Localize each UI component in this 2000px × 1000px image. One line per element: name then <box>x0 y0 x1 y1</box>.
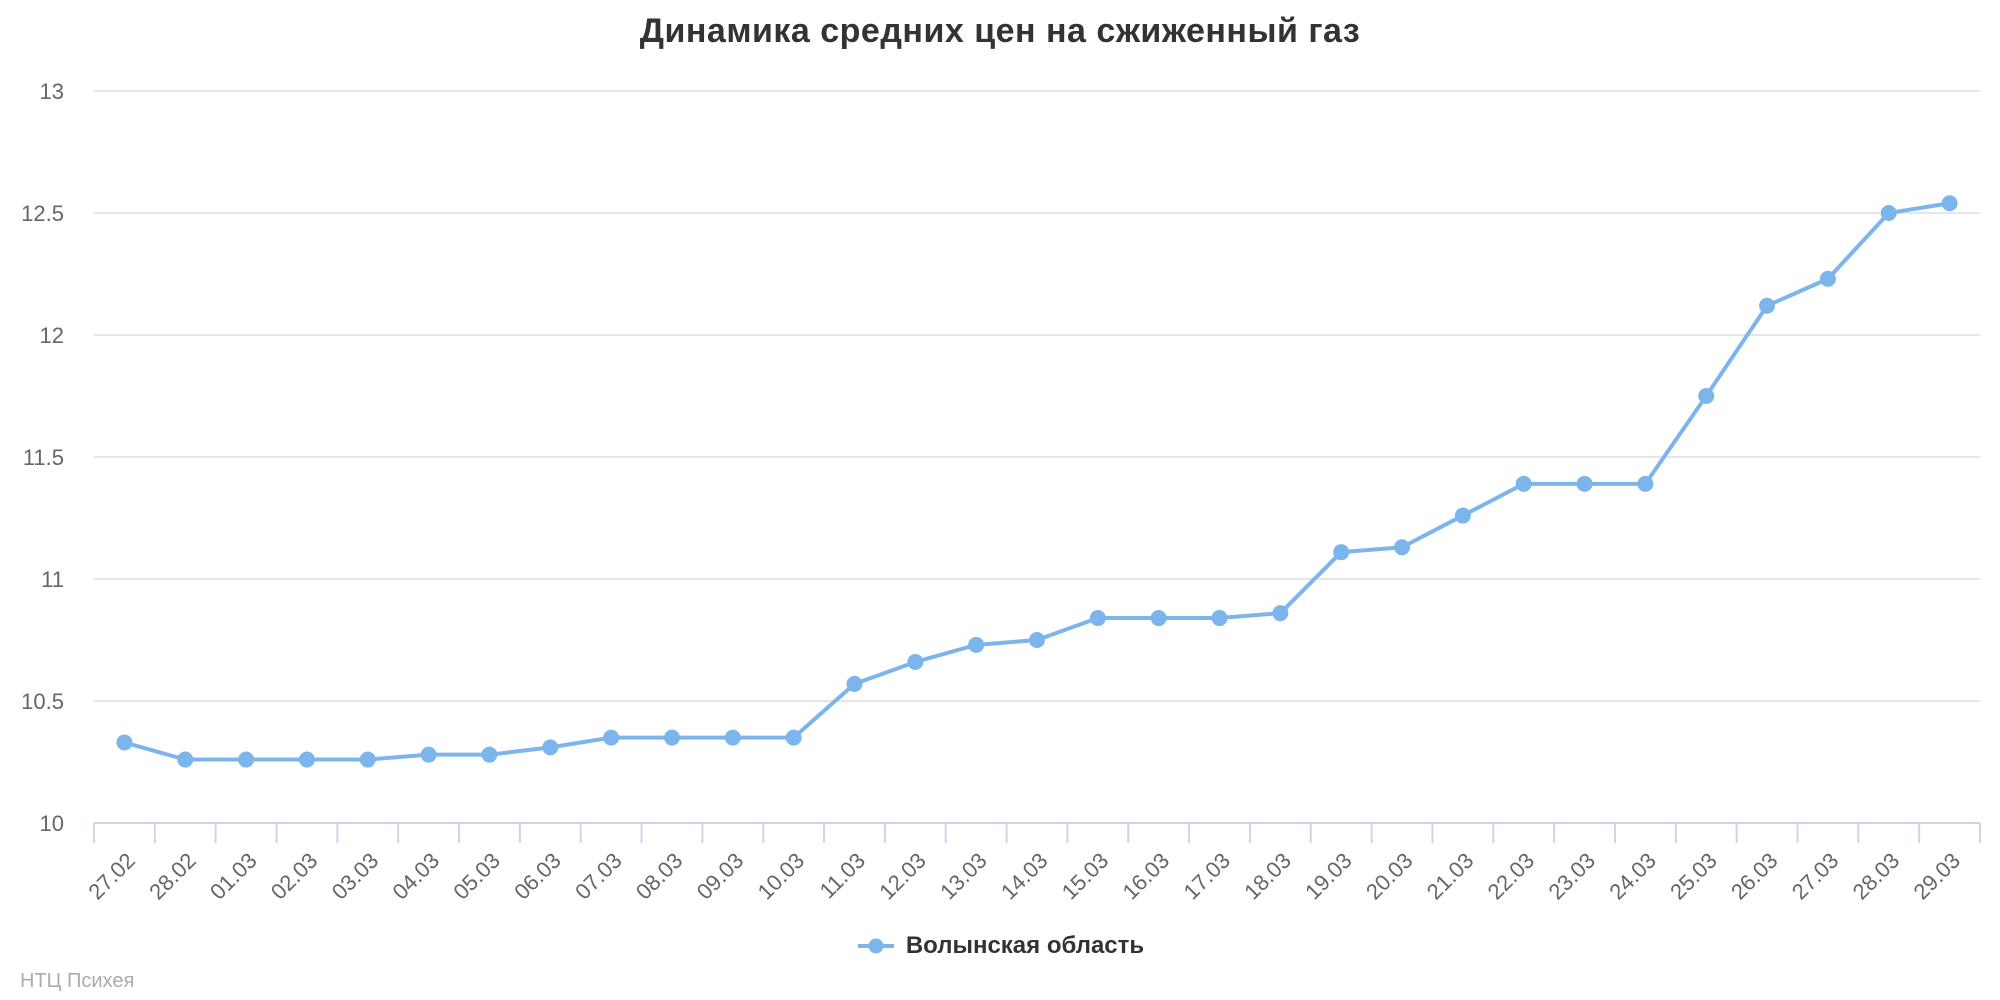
y-axis-label: 12.5 <box>21 201 64 226</box>
data-point-marker[interactable] <box>1637 475 1654 492</box>
data-point-marker[interactable] <box>1150 610 1167 627</box>
x-axis-label: 05.03 <box>448 848 505 905</box>
data-point-marker[interactable] <box>785 729 802 746</box>
chart-title: Динамика средних цен на сжиженный газ <box>639 12 1361 50</box>
x-axis-label: 25.03 <box>1665 848 1722 905</box>
x-axis-label: 28.02 <box>144 848 201 905</box>
data-point-marker[interactable] <box>1576 475 1593 492</box>
data-point-marker[interactable] <box>724 729 741 746</box>
data-point-marker[interactable] <box>542 739 559 756</box>
x-axis-label: 08.03 <box>631 848 688 905</box>
data-point-marker[interactable] <box>1698 388 1715 404</box>
x-axis-label: 26.03 <box>1726 848 1783 905</box>
y-axis-label: 10 <box>40 811 64 836</box>
data-point-marker[interactable] <box>663 729 680 746</box>
y-axis-label: 11 <box>41 567 64 592</box>
data-point-marker[interactable] <box>1029 632 1045 648</box>
watermark-text: НТЦ Психея <box>20 970 135 992</box>
data-point-marker[interactable] <box>420 746 437 763</box>
x-axis-label: 07.03 <box>570 848 627 905</box>
data-point-marker[interactable] <box>1394 539 1411 556</box>
x-axis-label: 11.03 <box>815 848 870 903</box>
data-point-marker[interactable] <box>1515 475 1532 492</box>
x-axis-label: 21.03 <box>1422 848 1479 905</box>
x-axis-label: 10.03 <box>753 848 810 905</box>
data-point-marker[interactable] <box>968 636 985 653</box>
x-axis-label: 19.03 <box>1300 848 1357 905</box>
y-axis-label: 10.5 <box>21 689 64 714</box>
data-point-marker[interactable] <box>177 751 194 768</box>
x-axis-label: 03.03 <box>327 848 384 905</box>
x-axis-label: 23.03 <box>1543 848 1600 905</box>
data-point-marker[interactable] <box>1333 544 1350 561</box>
x-axis-label: 04.03 <box>388 848 445 905</box>
x-axis-label: 06.03 <box>509 848 566 905</box>
data-point-marker[interactable] <box>907 653 924 670</box>
x-axis-label: 02.03 <box>266 848 323 905</box>
legend-item-label: Волынская область <box>905 932 1145 959</box>
y-axis-label: 11.5 <box>23 445 64 470</box>
x-axis-label: 28.03 <box>1848 848 1905 905</box>
x-axis-label: 18.03 <box>1239 848 1296 905</box>
data-point-marker[interactable] <box>238 751 255 768</box>
x-axis-label: 15.03 <box>1057 848 1114 905</box>
data-point-marker[interactable] <box>1759 297 1776 314</box>
x-axis-label: 27.02 <box>83 848 140 905</box>
data-point-marker[interactable] <box>1211 610 1228 627</box>
y-axis-label: 13 <box>40 79 64 104</box>
data-point-marker[interactable] <box>298 751 315 768</box>
y-axis-label: 12 <box>40 323 64 348</box>
data-point-marker[interactable] <box>1880 205 1897 221</box>
legend-item-volyn[interactable]: Волынская область <box>856 932 1144 960</box>
x-axis-label: 27.03 <box>1787 848 1844 905</box>
data-point-marker[interactable] <box>1089 610 1106 627</box>
data-point-marker[interactable] <box>603 729 620 746</box>
x-axis-label: 22.03 <box>1483 848 1540 905</box>
series-line <box>122 201 1952 762</box>
legend-dot-glyph <box>868 938 884 954</box>
x-axis-label: 20.03 <box>1361 848 1418 905</box>
x-axis-label: 13.03 <box>935 848 992 905</box>
x-axis-label: 16.03 <box>1118 848 1175 905</box>
data-point-marker[interactable] <box>1819 270 1836 287</box>
data-point-marker[interactable] <box>359 751 376 768</box>
data-point-marker[interactable] <box>1272 605 1289 622</box>
data-point-marker[interactable] <box>846 675 863 692</box>
data-point-marker[interactable] <box>1454 507 1471 524</box>
x-axis-label: 01.03 <box>205 848 262 905</box>
data-point-marker[interactable] <box>1941 195 1958 212</box>
data-point-marker[interactable] <box>481 746 498 763</box>
data-point-marker[interactable] <box>116 734 133 751</box>
legend: Волынская область <box>0 932 2000 960</box>
x-axis-label: 09.03 <box>692 848 749 905</box>
x-axis-label: 29.03 <box>1909 848 1966 905</box>
x-axis-label: 12.03 <box>874 848 931 905</box>
series-line-marker-icon <box>857 938 894 954</box>
x-axis-label: 17.03 <box>1178 848 1235 905</box>
x-axis-label: 24.03 <box>1604 848 1661 905</box>
x-axis-label: 14.03 <box>996 848 1053 905</box>
